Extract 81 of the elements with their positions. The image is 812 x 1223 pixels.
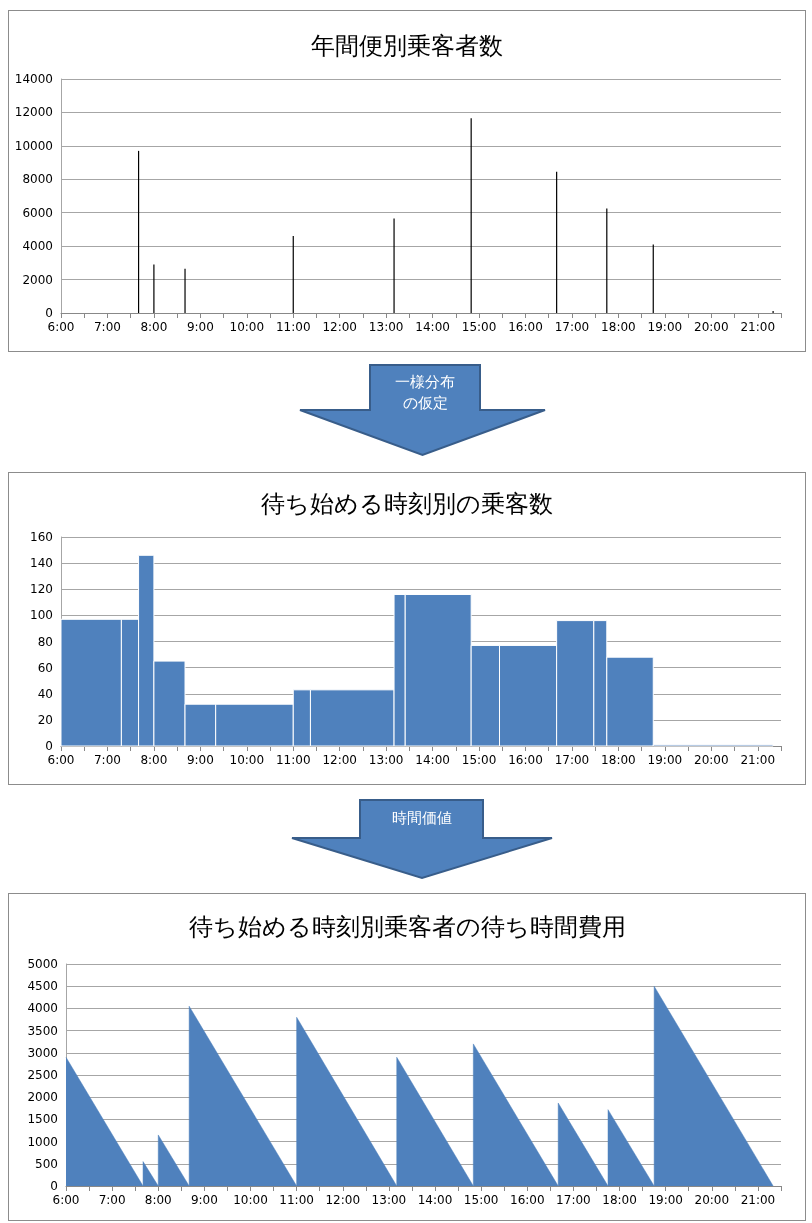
x-tick-label: 8:00 [140, 320, 168, 334]
x-tick-label: 7:00 [93, 753, 121, 767]
x-tick-label: 20:00 [694, 753, 729, 767]
y-tick-label: 3000 [27, 1045, 58, 1060]
x-tick-label: 7:00 [93, 320, 121, 334]
x-tick-label: 11:00 [275, 753, 311, 767]
x-tick-label: 9:00 [186, 320, 214, 334]
x-tick-label: 16:00 [509, 1193, 545, 1207]
x-tick-label: 14:00 [415, 320, 450, 334]
x-tick-label: 15:00 [461, 320, 497, 334]
y-tick-label: 120 [30, 582, 53, 597]
x-tick-label: 9:00 [186, 753, 214, 767]
y-tick-label: 20 [37, 712, 53, 727]
y-tick-label: 12000 [14, 105, 53, 120]
x-tick-label: 17:00 [554, 320, 590, 334]
x-tick-label: 16:00 [508, 320, 543, 334]
y-tick-label: 4500 [27, 979, 58, 994]
x-tick-label: 21:00 [740, 320, 776, 334]
y-tick-label: 1500 [27, 1112, 58, 1127]
x-tick-label: 19:00 [647, 753, 683, 767]
chart-title: 待ち始める時刻別乗客者の待ち時間費用 [188, 913, 626, 941]
x-tick-label: 10:00 [229, 320, 265, 334]
y-tick-label: 40 [37, 686, 53, 701]
y-tick-label: 60 [37, 660, 53, 675]
y-tick-label: 140 [30, 556, 53, 571]
x-tick-label: 19:00 [648, 1193, 683, 1207]
y-tick-label: 4000 [22, 239, 53, 254]
y-tick-label: 10000 [14, 138, 53, 153]
x-tick-label: 13:00 [371, 1193, 407, 1207]
y-tick-label: 2500 [27, 1068, 58, 1082]
y-tick-label: 500 [35, 1156, 58, 1171]
text: 一様分布の仮定 [394, 372, 456, 414]
x-tick-label: 11:00 [279, 1193, 314, 1207]
x-tick-label: 14:00 [415, 753, 450, 767]
x-tick-label: 12:00 [322, 320, 358, 334]
x-tick-label: 20:00 [694, 1193, 730, 1207]
x-tick-label: 17:00 [554, 753, 590, 767]
text: 時間価値 [390, 808, 453, 829]
x-tick-label: 8:00 [144, 1193, 172, 1207]
chart-title: 待ち始める時刻別の乗客数 [261, 490, 553, 518]
x-tick-label: 15:00 [461, 753, 497, 767]
y-tick-label: 0 [50, 1179, 58, 1193]
y-tick-label: 0 [45, 739, 53, 753]
y-tick-label: 4000 [27, 1001, 58, 1016]
y-tick-label: 160 [30, 530, 53, 544]
x-tick-label: 7:00 [98, 1193, 126, 1207]
x-tick-label: 20:00 [694, 320, 729, 334]
y-tick-label: 14000 [14, 72, 53, 86]
y-tick-label: 3500 [27, 1023, 58, 1038]
x-tick-label: 6:00 [47, 753, 75, 767]
x-tick-label: 13:00 [368, 320, 404, 334]
x-tick-label: 12:00 [325, 1193, 361, 1207]
x-tick-label: 13:00 [368, 753, 404, 767]
x-tick-label: 8:00 [140, 753, 168, 767]
x-tick-label: 10:00 [233, 1193, 268, 1207]
x-tick-label: 21:00 [740, 753, 776, 767]
x-tick-label: 18:00 [602, 1193, 637, 1207]
x-tick-label: 17:00 [556, 1193, 591, 1207]
y-tick-label: 6000 [22, 205, 53, 220]
x-tick-label: 14:00 [417, 1193, 453, 1207]
x-tick-label: 18:00 [601, 320, 636, 334]
x-tick-label: 18:00 [601, 753, 636, 767]
x-tick-label: 21:00 [740, 1193, 776, 1207]
chart-title: 年間便別乗客者数 [311, 32, 503, 60]
y-tick-label: 100 [30, 608, 53, 623]
x-tick-label: 9:00 [190, 1193, 218, 1207]
x-tick-label: 10:00 [229, 753, 265, 767]
x-tick-label: 16:00 [508, 753, 543, 767]
x-tick-label: 12:00 [322, 753, 358, 767]
y-tick-label: 80 [37, 634, 53, 649]
y-tick-label: 2000 [27, 1090, 58, 1105]
y-tick-label: 5000 [27, 957, 58, 971]
x-tick-label: 19:00 [647, 320, 683, 334]
x-tick-label: 11:00 [275, 320, 311, 334]
y-tick-label: 1000 [27, 1134, 58, 1149]
x-tick-label: 6:00 [47, 320, 75, 334]
x-tick-label: 15:00 [463, 1193, 499, 1207]
y-tick-label: 8000 [22, 172, 53, 187]
x-tick-label: 6:00 [52, 1193, 80, 1207]
y-tick-label: 2000 [22, 272, 53, 287]
y-tick-label: 0 [45, 306, 53, 320]
